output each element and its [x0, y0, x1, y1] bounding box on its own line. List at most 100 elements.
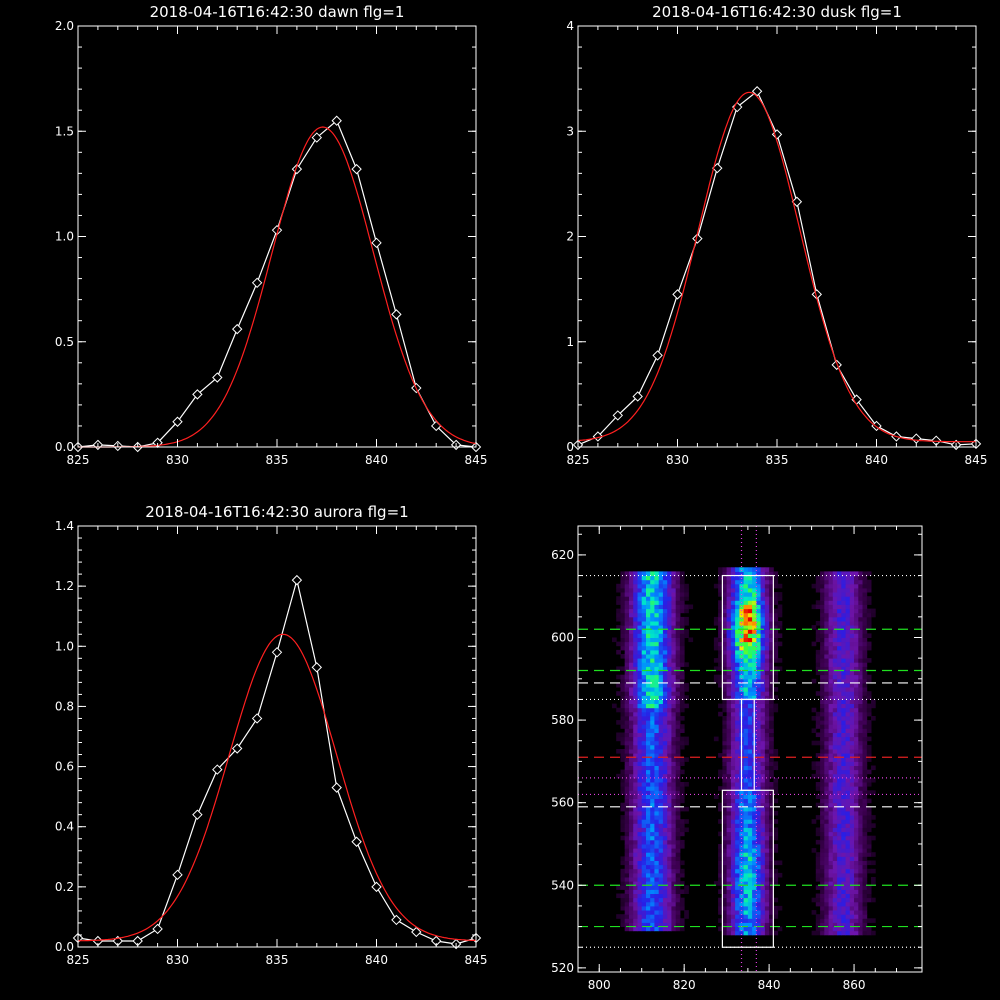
heatmap-cell [837, 612, 842, 618]
x-tick-label: 825 [67, 953, 90, 967]
heatmap-cell [747, 732, 753, 738]
heatmap-cell [684, 596, 689, 601]
heatmap-cell [815, 740, 821, 746]
heatmap-cell [769, 930, 774, 936]
heatmap-cell [650, 839, 655, 845]
heatmap-cell [646, 612, 651, 618]
heatmap-cell [654, 600, 660, 605]
heatmap-cell [862, 633, 868, 638]
heatmap-cell [722, 682, 728, 688]
heatmap-cell [641, 682, 647, 688]
heatmap-cell [730, 629, 736, 634]
heatmap-cell [811, 641, 817, 647]
heatmap-cell [760, 587, 766, 593]
heatmap-cell [769, 823, 774, 828]
heatmap-cell [650, 765, 655, 771]
heatmap-cell [620, 835, 626, 841]
heatmap-cell [646, 724, 651, 729]
heatmap-cell [641, 612, 647, 618]
heatmap-cell [854, 711, 859, 717]
heatmap-cell [828, 716, 834, 721]
heatmap-cell [726, 798, 732, 804]
heatmap-cell [620, 621, 626, 626]
heatmap-cell [828, 592, 834, 597]
heatmap-cell [637, 753, 643, 758]
heatmap-cell [624, 872, 630, 878]
heatmap-cell [654, 844, 660, 849]
heatmap-cell [650, 823, 655, 828]
heatmap-cell [730, 720, 736, 725]
heatmap-cell [824, 695, 829, 700]
heatmap-cell [849, 579, 855, 585]
heatmap-cell [637, 604, 643, 610]
heatmap-cell [662, 608, 668, 614]
heatmap-cell [722, 864, 728, 870]
heatmap-cell [849, 810, 855, 816]
heatmap-cell [730, 592, 736, 597]
heatmap-cell [862, 682, 868, 688]
heatmap-cell [747, 802, 753, 808]
heatmap-cell [828, 600, 834, 605]
heatmap-cell [713, 794, 719, 799]
heatmap-cell [629, 872, 634, 878]
heatmap-cell [730, 790, 736, 795]
heatmap-cell [667, 798, 672, 804]
heatmap-cell [841, 839, 846, 845]
heatmap-cell [871, 765, 876, 771]
heatmap-cell [739, 571, 745, 576]
heatmap-cell [747, 666, 753, 671]
heatmap-cell [760, 621, 766, 626]
heatmap-cell [620, 691, 626, 696]
heatmap-cell [756, 848, 762, 853]
heatmap-cell [667, 600, 672, 605]
heatmap-cell [641, 695, 647, 700]
heatmap-cell [662, 782, 668, 787]
heatmap-cell [722, 914, 728, 919]
heatmap-cell [769, 678, 774, 684]
heatmap-cell [735, 918, 740, 923]
heatmap-cell [815, 914, 821, 919]
heatmap-cell [764, 773, 770, 779]
heatmap-cell [828, 658, 834, 663]
heatmap-cell [722, 757, 728, 762]
heatmap-cell [837, 914, 842, 919]
heatmap-cell [675, 786, 681, 791]
heatmap-cell [730, 864, 736, 870]
heatmap-cell [832, 724, 838, 729]
heatmap-cell [747, 616, 753, 622]
heatmap-cell [849, 773, 855, 779]
heatmap-cell [832, 848, 838, 853]
heatmap-cell [820, 720, 825, 725]
heatmap-cell [662, 699, 668, 704]
heatmap-cell [769, 583, 774, 589]
heatmap-cell [675, 806, 681, 812]
heatmap-cell [752, 905, 757, 911]
heatmap-cell [739, 798, 745, 804]
heatmap-cell [824, 716, 829, 721]
heatmap-cell [633, 868, 638, 874]
heatmap-cell [735, 819, 740, 824]
heatmap-cell [624, 678, 630, 684]
heatmap-cell [658, 658, 664, 663]
heatmap-cell [739, 687, 745, 692]
heatmap-cell [739, 827, 745, 833]
heatmap-cell [739, 682, 745, 688]
heatmap-cell [743, 910, 749, 915]
heatmap-cell [646, 695, 651, 700]
series-line-1 [77, 579, 477, 945]
heatmap-cell [811, 897, 817, 903]
heatmap-cell [684, 583, 689, 589]
heatmap-cell [760, 881, 766, 886]
heatmap-cell [624, 926, 630, 932]
heatmap-cell [845, 905, 851, 911]
heatmap-cell [726, 877, 732, 882]
heatmap-cell [730, 645, 736, 651]
heatmap-cell [735, 567, 740, 572]
heatmap-cell [743, 740, 749, 746]
heatmap-cell [646, 815, 651, 820]
heatmap-cell [646, 571, 651, 576]
heatmap-cell [858, 819, 863, 824]
heatmap-cell [866, 893, 872, 899]
heatmap-cell [637, 616, 643, 622]
heatmap-cell [654, 889, 660, 894]
